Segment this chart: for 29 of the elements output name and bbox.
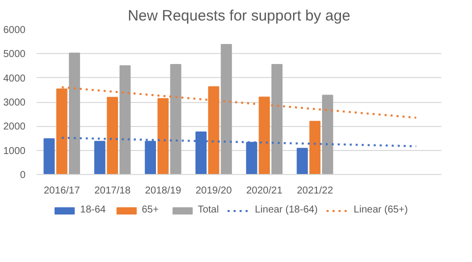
legend-label: Linear (18-64) — [254, 204, 318, 216]
x-tick-label: 2016/17 — [44, 186, 80, 196]
bar — [220, 44, 232, 174]
y-tick-label: 5000 — [3, 49, 26, 60]
bar — [68, 52, 80, 174]
bar — [309, 120, 320, 174]
y-tick-label: 0 — [20, 170, 26, 181]
x-tick-label: 2017/18 — [94, 186, 131, 196]
bar — [322, 94, 334, 174]
bar — [271, 64, 283, 174]
y-tick-label: 6000 — [3, 25, 26, 36]
x-tick-label: 2021/22 — [296, 186, 334, 196]
y-tick-label: 4000 — [3, 73, 26, 84]
y-tick-label: 1000 — [3, 146, 26, 157]
legend-label: Total — [198, 204, 219, 216]
y-tick-label: 3000 — [3, 98, 26, 108]
legend-label: 18-64 — [80, 204, 106, 216]
bar — [296, 148, 308, 174]
x-tick-label: 2020/21 — [246, 186, 283, 196]
legend-label: Linear (65+) — [354, 204, 408, 216]
x-tick-label: 2019/20 — [196, 186, 232, 196]
chart-title: New Requests for support by age — [128, 8, 350, 24]
x-tick-label: 2018/19 — [144, 186, 182, 196]
legend-label: 65+ — [142, 204, 160, 216]
bar — [106, 96, 118, 174]
bar — [120, 65, 131, 174]
bar — [44, 138, 55, 174]
y-tick-label: 2000 — [3, 122, 26, 133]
bar — [170, 64, 182, 174]
